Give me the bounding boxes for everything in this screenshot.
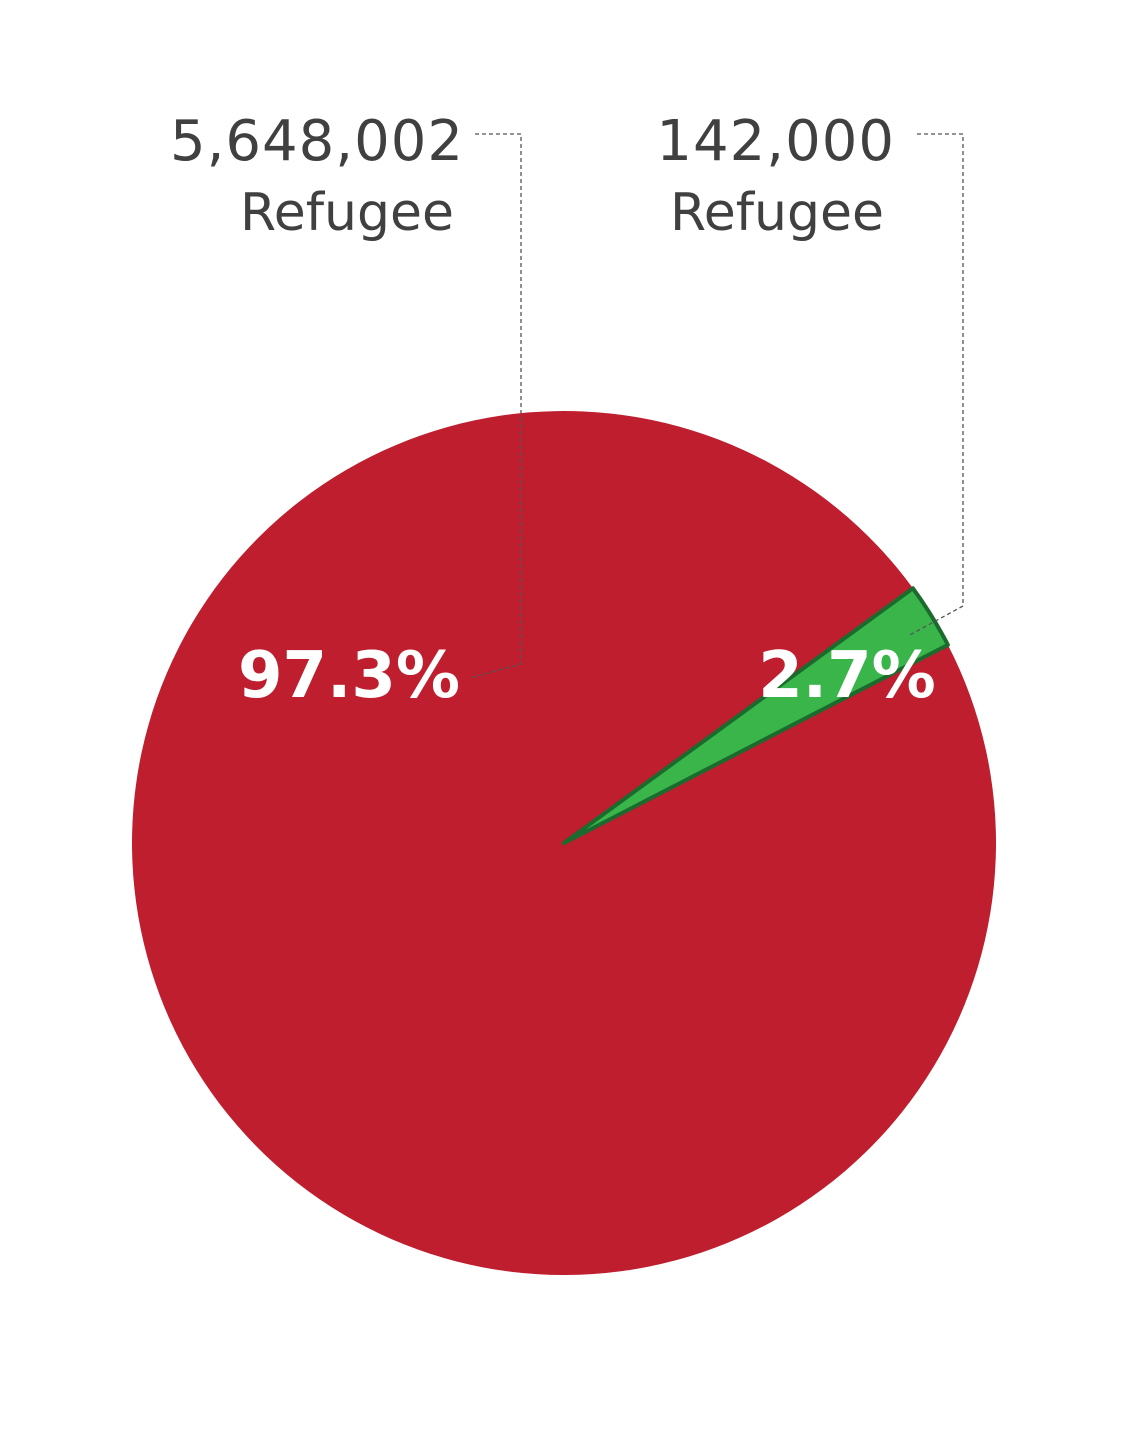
slice-category-label: Refugee (670, 183, 884, 243)
slice-category-label: Refugee (240, 183, 454, 243)
slice-percent-label: 97.3% (238, 639, 460, 713)
slice-value-label: 142,000 (656, 109, 895, 174)
pie-slices (132, 411, 997, 1276)
pie-slice-small (562, 586, 950, 845)
slice-value-label: 5,648,002 (170, 109, 464, 174)
leader-line-large-slice (469, 133, 522, 679)
leader-line-small-slice (907, 133, 964, 637)
slice-percent-label: 2.7% (758, 639, 936, 713)
